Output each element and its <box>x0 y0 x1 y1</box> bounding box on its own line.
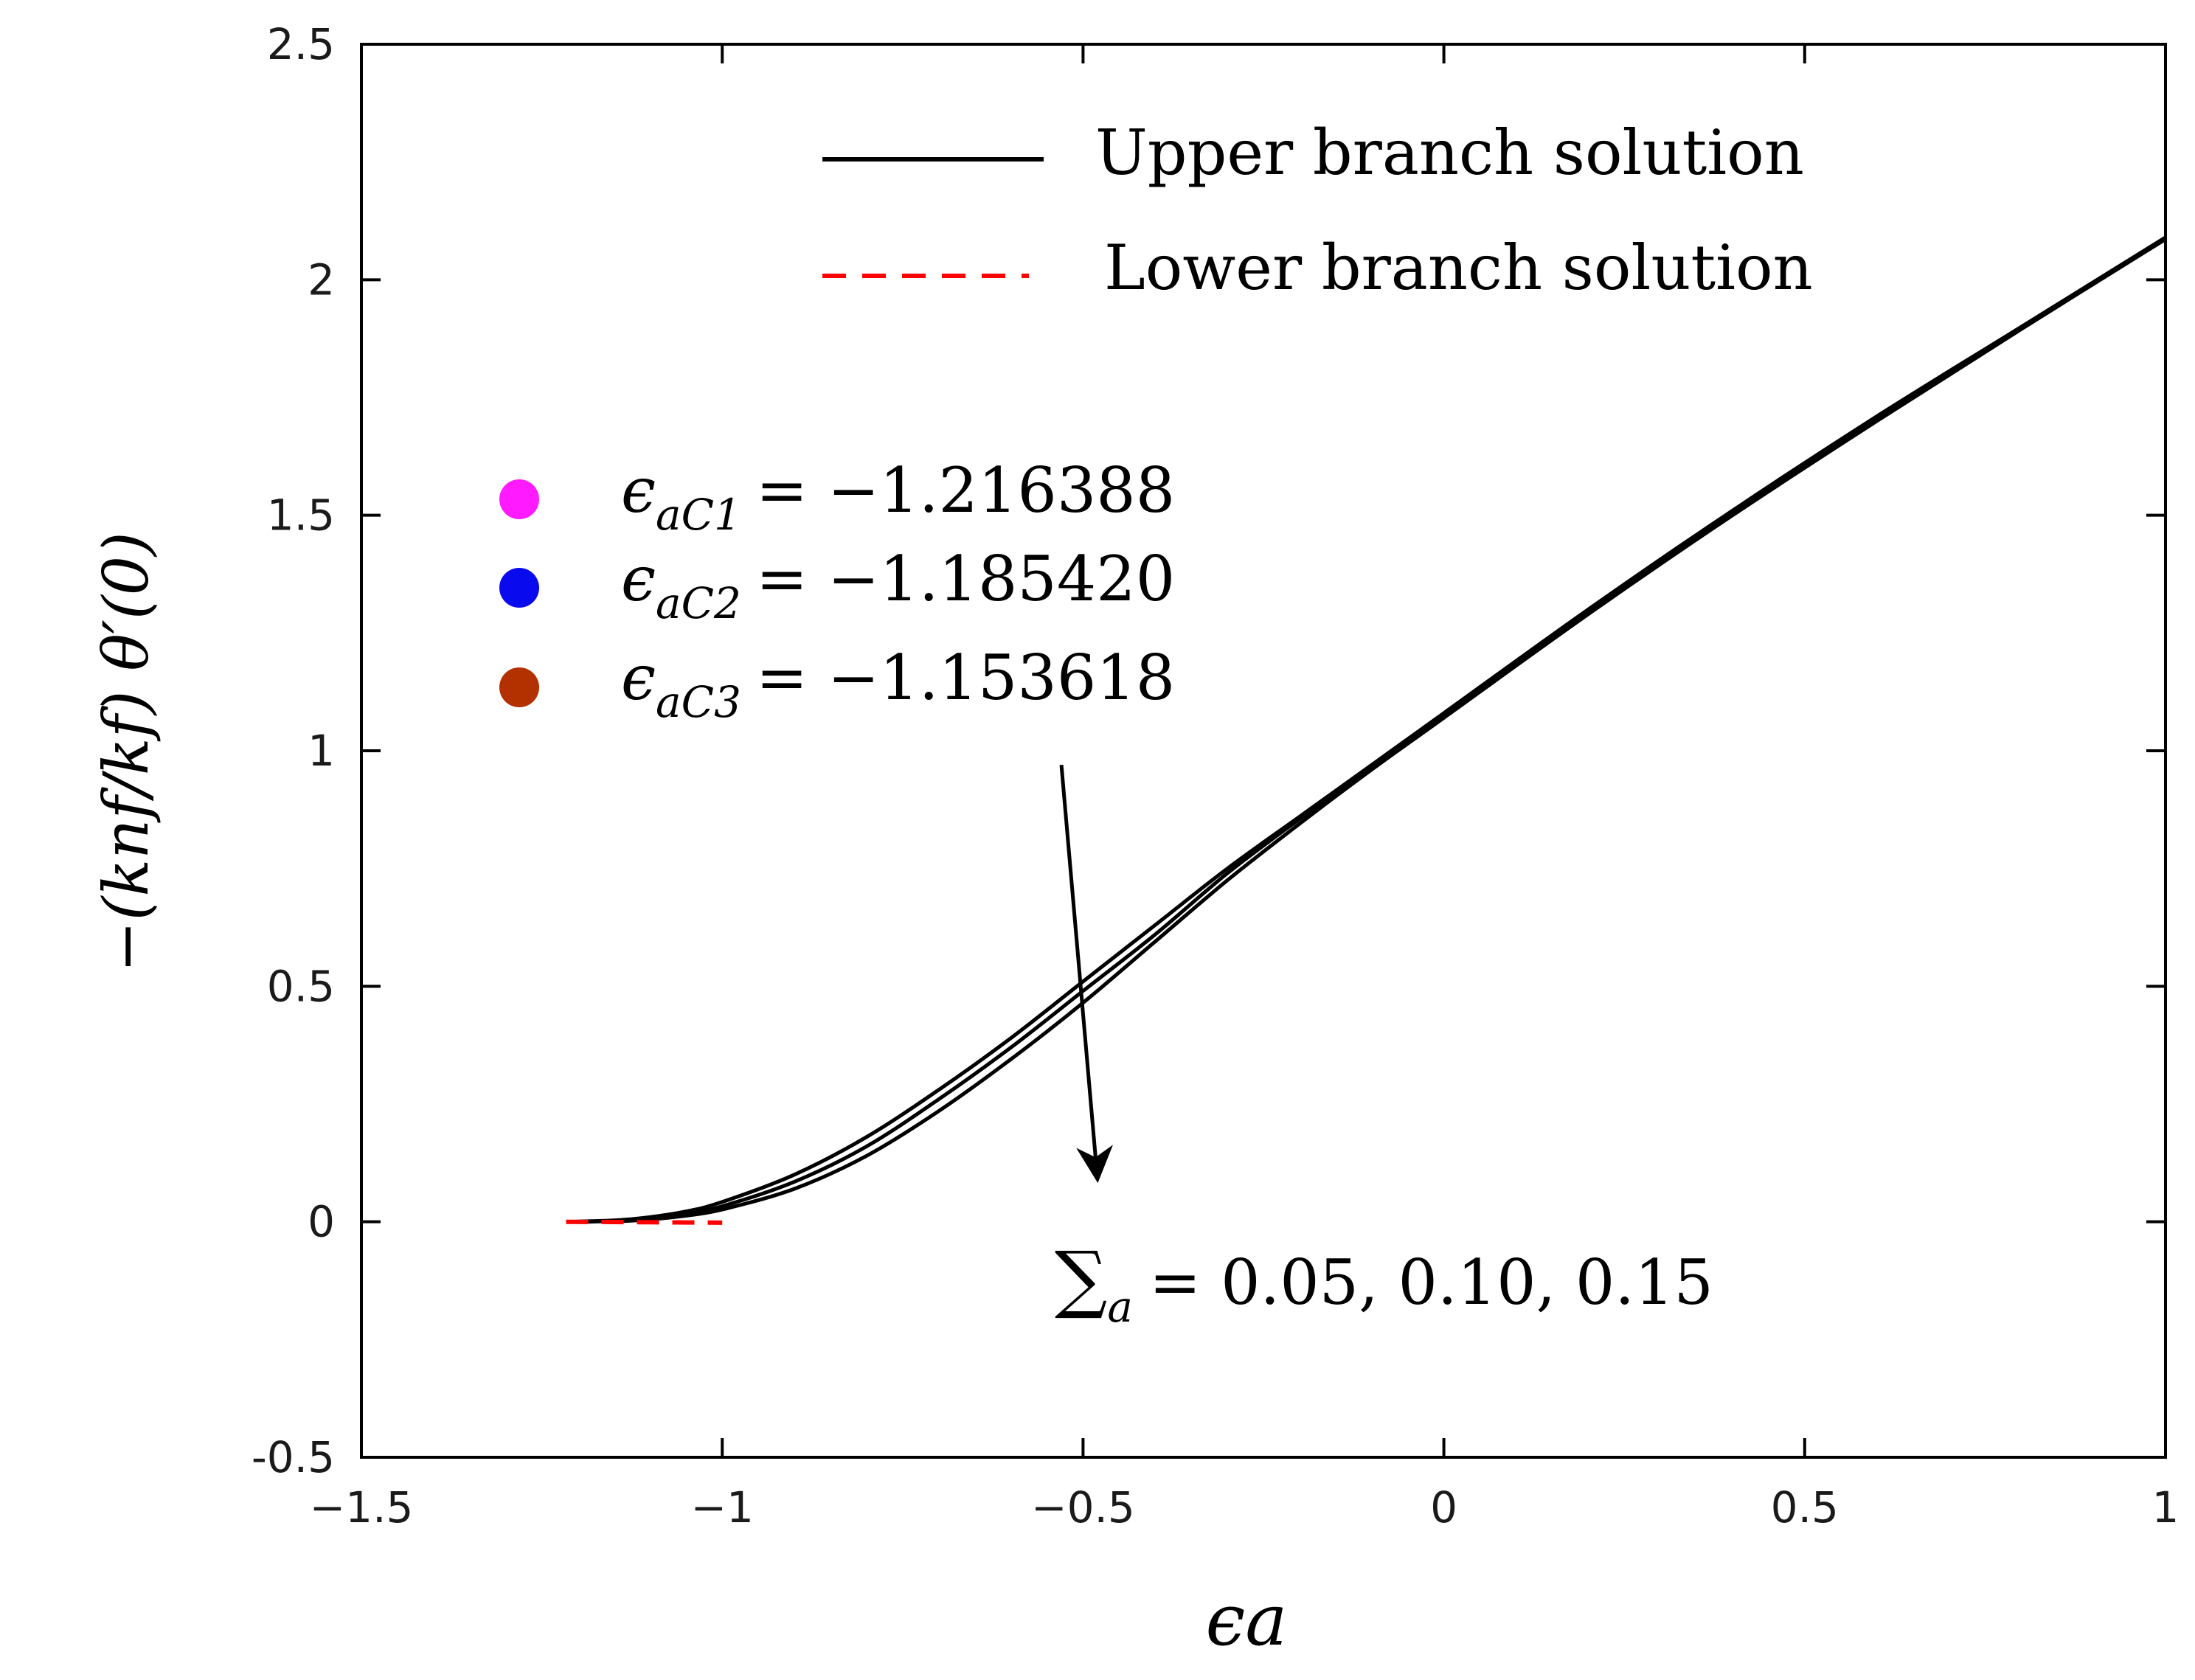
x-tick-label: 1 <box>2152 1482 2180 1533</box>
critical-point-1-marker <box>499 479 539 519</box>
critical-point-3-marker <box>499 667 539 707</box>
critical-point-2-marker <box>499 568 539 608</box>
upper-branch-line-1 <box>566 235 2165 1224</box>
y-tick-label: 0.5 <box>267 961 335 1011</box>
y-tick-label: 0 <box>308 1197 335 1247</box>
x-tick-label: −1 <box>690 1482 754 1533</box>
lower-branch-line <box>566 1219 723 1225</box>
critical-point-3-label: ϵaC3 = −1.153618 <box>621 642 1175 727</box>
y-tick-label: 2 <box>308 254 335 305</box>
critical-points-legend: ϵaC1 = −1.216388 ϵaC2 = −1.185420 ϵaC3 = −1… <box>499 454 1175 727</box>
x-axis-label: ϵa <box>1206 1579 1288 1662</box>
upper-branch-line-2 <box>588 236 2165 1224</box>
legend: Upper branch solution Lower branch solut… <box>822 117 1813 304</box>
legend-upper-label: Upper branch solution <box>1095 117 1804 189</box>
x-tick-label: 0.5 <box>1771 1482 1839 1533</box>
x-tick-label: −1.5 <box>310 1482 414 1533</box>
legend-lower-label: Lower branch solution <box>1104 232 1813 304</box>
y-tick-label: -0.5 <box>252 1432 335 1482</box>
annotation-label: ∑a = 0.05, 0.10, 0.15 <box>1055 1235 1713 1332</box>
y-axis-ticks: -0.5 0 0.5 1 1.5 2 2.5 <box>252 19 2165 1482</box>
x-axis-ticks: −1.5 −1 −0.5 0 0.5 1 <box>310 44 2180 1533</box>
y-axis-label: −(knf/kf) θ′(0) <box>90 532 162 973</box>
x-tick-label: 0 <box>1430 1482 1457 1533</box>
y-tick-label: 1 <box>308 726 335 776</box>
upper-branch-line-3 <box>611 237 2165 1224</box>
critical-point-1-label: ϵaC1 = −1.216388 <box>621 454 1175 540</box>
critical-point-2-label: ϵaC2 = −1.185420 <box>621 543 1175 628</box>
y-tick-label: 1.5 <box>267 490 335 541</box>
series-layer <box>566 235 2165 1225</box>
annotation-arrow <box>1059 764 1113 1184</box>
plot-area <box>360 43 2167 1459</box>
y-tick-label: 2.5 <box>267 19 335 69</box>
x-tick-label: −0.5 <box>1031 1482 1135 1533</box>
